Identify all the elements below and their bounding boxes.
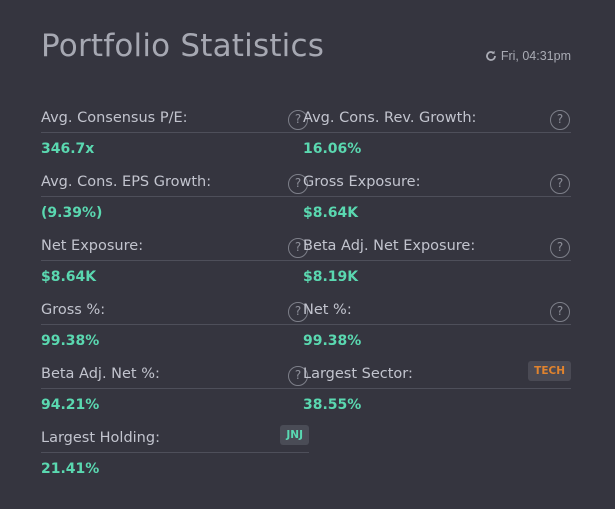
stat-avg-cons-rev-growth: Avg. Cons. Rev. Growth: ? 16.06% bbox=[303, 108, 571, 172]
stat-net-exposure: Net Exposure: ? $8.64K bbox=[41, 236, 309, 300]
stat-value: 99.38% bbox=[303, 333, 362, 349]
stat-avg-cons-eps-growth: Avg. Cons. EPS Growth: ? (9.39%) bbox=[41, 172, 309, 236]
help-icon[interactable]: ? bbox=[288, 110, 308, 130]
stat-label: Largest Holding: bbox=[41, 430, 160, 446]
stat-largest-holding: Largest Holding: JNJ 21.41% bbox=[41, 425, 309, 492]
stat-value: (9.39%) bbox=[41, 205, 103, 221]
stat-largest-sector: Largest Sector: TECH 38.55% bbox=[303, 361, 571, 428]
stat-label: Gross Exposure: bbox=[303, 174, 421, 190]
stat-value: $8.64K bbox=[303, 205, 359, 221]
help-icon[interactable]: ? bbox=[550, 174, 570, 194]
stat-value: $8.19K bbox=[303, 269, 359, 285]
stat-label: Avg. Cons. Rev. Growth: bbox=[303, 110, 477, 126]
stat-value: 94.21% bbox=[41, 397, 100, 413]
page-title: Portfolio Statistics bbox=[41, 28, 325, 64]
stat-label: Gross %: bbox=[41, 302, 106, 318]
stat-value: 38.55% bbox=[303, 397, 362, 413]
stat-gross-pct: Gross %: ? 99.38% bbox=[41, 300, 309, 364]
stat-value: 346.7x bbox=[41, 141, 95, 157]
stat-value: 16.06% bbox=[303, 141, 362, 157]
stats-left-column: Avg. Consensus P/E: ? 346.7x Avg. Cons. … bbox=[41, 108, 309, 492]
stats-right-column: Avg. Cons. Rev. Growth: ? 16.06% Gross E… bbox=[303, 108, 571, 428]
stat-value: 99.38% bbox=[41, 333, 100, 349]
stat-value: $8.64K bbox=[41, 269, 97, 285]
last-updated[interactable]: Fri, 04:31pm bbox=[485, 49, 571, 63]
timestamp-text: Fri, 04:31pm bbox=[500, 49, 571, 63]
stat-label: Avg. Cons. EPS Growth: bbox=[41, 174, 212, 190]
holding-ticker-badge[interactable]: JNJ bbox=[280, 425, 309, 445]
help-icon[interactable]: ? bbox=[550, 110, 570, 130]
stat-label: Net %: bbox=[303, 302, 352, 318]
stat-value: 21.41% bbox=[41, 461, 100, 477]
refresh-icon[interactable] bbox=[485, 50, 497, 62]
stat-label: Net Exposure: bbox=[41, 238, 144, 254]
stat-beta-adj-net-pct: Beta Adj. Net %: ? 94.21% bbox=[41, 364, 309, 428]
help-icon[interactable]: ? bbox=[288, 238, 308, 258]
stat-label: Largest Sector: bbox=[303, 366, 413, 382]
stat-label: Beta Adj. Net Exposure: bbox=[303, 238, 476, 254]
stat-label: Avg. Consensus P/E: bbox=[41, 110, 188, 126]
stat-label: Beta Adj. Net %: bbox=[41, 366, 160, 382]
stat-avg-consensus-pe: Avg. Consensus P/E: ? 346.7x bbox=[41, 108, 309, 172]
stat-net-pct: Net %: ? 99.38% bbox=[303, 300, 571, 364]
stat-gross-exposure: Gross Exposure: ? $8.64K bbox=[303, 172, 571, 236]
help-icon[interactable]: ? bbox=[550, 302, 570, 322]
help-icon[interactable]: ? bbox=[288, 366, 308, 386]
help-icon[interactable]: ? bbox=[550, 238, 570, 258]
stat-beta-adj-net-exposure: Beta Adj. Net Exposure: ? $8.19K bbox=[303, 236, 571, 300]
help-icon[interactable]: ? bbox=[288, 302, 308, 322]
help-icon[interactable]: ? bbox=[288, 174, 308, 194]
sector-badge[interactable]: TECH bbox=[528, 361, 571, 381]
